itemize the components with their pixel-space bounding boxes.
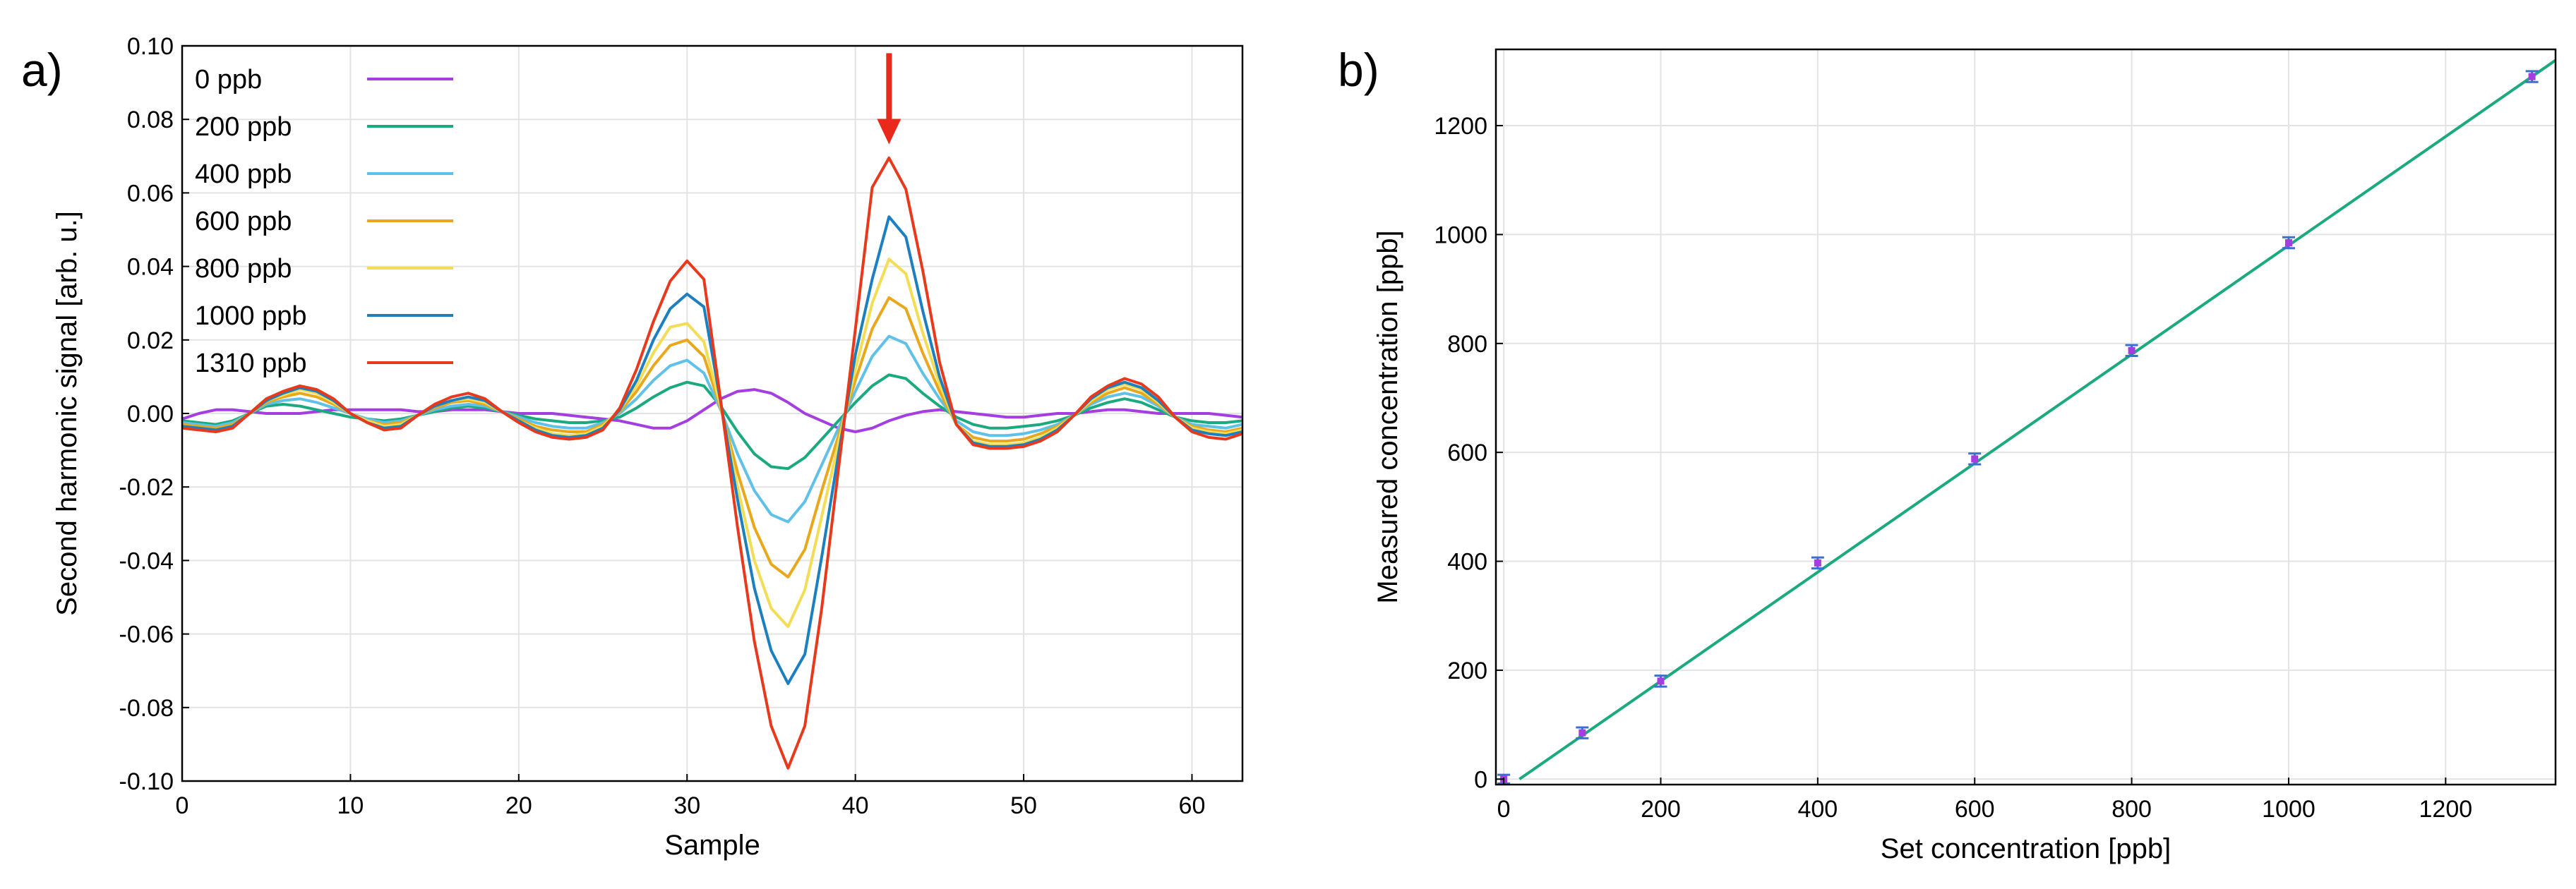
chart-a-y-tick-label: 0.06: [127, 180, 174, 207]
chart-a-y-tick-label: -0.02: [119, 474, 174, 501]
data-point: [1578, 729, 1586, 737]
chart-b-y-tick-label: 400: [1447, 549, 1487, 576]
data-point: [1814, 559, 1821, 567]
chart-b-y-tick-label: 800: [1447, 331, 1487, 358]
chart-b: b) 0 200 400 600 800 1000 1200 0 200 400 600 800 100…: [1338, 44, 2557, 864]
chart-a-y-tick-label: 0.08: [127, 107, 174, 133]
chart-a-x-tick-label: 40: [842, 792, 869, 819]
chart-b-x-tick-label: 800: [2111, 796, 2152, 823]
chart-b-x-tick-label: 1200: [2419, 796, 2473, 823]
series-line-1000-ppb: [181, 215, 1243, 685]
data-point: [1971, 455, 1979, 463]
chart-b-y-tick-label: 1200: [1434, 113, 1487, 140]
chart-a-legend: 0 ppb 200 ppb 400 ppb 600 ppb 800 ppb 1000 pp…: [195, 65, 453, 378]
series-line-1310-ppb: [181, 156, 1243, 770]
chart-b-grid: [1496, 49, 2556, 785]
chart-a-x-tick-label: 50: [1010, 792, 1037, 819]
chart-a-y-tick-label: -0.04: [119, 548, 174, 574]
chart-a-y-axis-label: Second harmonic signal [arb. u.]: [52, 211, 83, 616]
chart-a-y-tick-label: -0.10: [119, 768, 174, 795]
chart-b-x-tick-label: 0: [1497, 796, 1511, 823]
chart-a-x-tick-label: 10: [337, 792, 364, 819]
chart-b-frame: [1494, 48, 2557, 786]
panel-a-label: a): [21, 44, 63, 96]
chart-a-x-tick-label: 20: [505, 792, 532, 819]
legend-label-400-ppb: 400 ppb: [195, 159, 292, 189]
chart-a-y-tick-label: 0.10: [127, 33, 174, 60]
chart-a-y-tick-label: -0.08: [119, 695, 174, 722]
data-point: [2528, 73, 2536, 80]
legend-label-200-ppb: 200 ppb: [195, 112, 292, 142]
chart-b-ticks: 0 200 400 600 800 1000 1200 0 200 400 600 800 1000 12…: [1434, 113, 2472, 823]
annotation-arrow-head: [877, 119, 901, 145]
legend-label-0-ppb: 0 ppb: [195, 65, 262, 95]
chart-b-y-axis-label: Measured concentration [ppb]: [1372, 230, 1403, 603]
data-point: [2128, 346, 2135, 354]
series-line-800-ppb: [181, 258, 1243, 629]
chart-b-y-tick-label: 0: [1474, 766, 1487, 793]
chart-b-x-axis-label: Set concentration [ppb]: [1881, 833, 2171, 864]
chart-b-x-tick-label: 1000: [2262, 796, 2316, 823]
chart-a-ticks: 0 10 20 30 40 50 60 -0.10 -0.08 -0.06 -0.04 -0.02 0.…: [119, 33, 1206, 819]
data-point: [2284, 239, 2292, 247]
chart-a-y-tick-label: -0.06: [119, 622, 174, 648]
chart-b-points-group: [1497, 70, 2539, 785]
chart-b-x-tick-label: 400: [1797, 796, 1838, 823]
chart-a-annotation: [877, 53, 901, 145]
series-line-400-ppb: [181, 334, 1243, 524]
chart-a-x-tick-label: 0: [176, 792, 189, 819]
chart-b-y-tick-label: 1000: [1434, 222, 1487, 248]
legend-label-1000-ppb: 1000 ppb: [195, 301, 307, 331]
legend-label-600-ppb: 600 ppb: [195, 207, 292, 236]
chart-b-x-tick-label: 600: [1955, 796, 1995, 823]
chart-b-fit-group: [1518, 59, 2557, 780]
chart-b-y-tick-label: 600: [1447, 440, 1487, 466]
chart-a-x-axis-label: Sample: [664, 830, 760, 861]
legend-label-1310-ppb: 1310 ppb: [195, 349, 307, 378]
legend-label-800-ppb: 800 ppb: [195, 254, 292, 284]
series-line-0-ppb: [181, 388, 1243, 433]
chart-b-x-tick-label: 200: [1641, 796, 1681, 823]
chart-a-series-group: [181, 156, 1243, 770]
chart-b-y-tick-label: 200: [1447, 658, 1487, 684]
chart-a-y-tick-label: 0.02: [127, 327, 174, 354]
panel-b-label: b): [1338, 44, 1379, 96]
chart-a-x-tick-label: 60: [1179, 792, 1206, 819]
chart-a-y-tick-label: 0.04: [127, 254, 174, 281]
chart-a-x-tick-label: 30: [673, 792, 700, 819]
data-point: [1657, 677, 1665, 685]
fit-line: [1518, 59, 2557, 780]
chart-a-y-tick-label: 0.00: [127, 401, 174, 428]
